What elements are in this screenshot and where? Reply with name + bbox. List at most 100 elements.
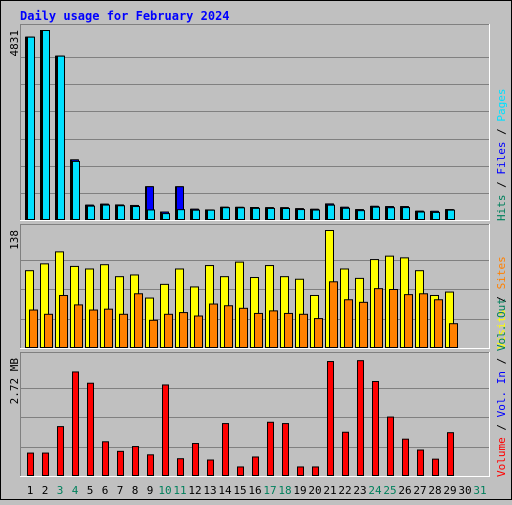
legend-label: Visits (495, 309, 508, 349)
pages-bar (312, 209, 320, 221)
sites-bar (104, 308, 113, 348)
volume-bar (102, 441, 109, 477)
pages-bar (447, 209, 455, 221)
panel-hits-legend: Hits / Files / Pages (495, 89, 508, 222)
volume-bar (207, 459, 214, 477)
volume-bar (42, 452, 49, 476)
pages-bar (177, 209, 185, 220)
day-label: 12 (188, 484, 201, 497)
panel-visits-legend: Visits / Sites (495, 256, 508, 349)
volume-bar (312, 466, 319, 476)
pages-bar (57, 55, 65, 220)
day-label: 24 (368, 484, 382, 497)
volume-bar (237, 466, 244, 476)
day-label: 2 (42, 484, 49, 497)
day-label: 30 (458, 484, 471, 497)
sites-bar (359, 301, 368, 348)
sites-bar (419, 293, 428, 348)
sites-bar (314, 318, 323, 348)
volume-bar (297, 466, 304, 476)
day-label: 25 (383, 484, 396, 497)
volume-bar (417, 449, 424, 477)
day-label: 16 (248, 484, 261, 497)
day-label: 4 (72, 484, 79, 497)
sites-bar (89, 309, 98, 348)
pages-bar (147, 209, 155, 220)
legend-label: / (495, 417, 508, 437)
pages-bar (72, 160, 80, 220)
volume-bar (282, 423, 289, 476)
legend-label: Pages (495, 89, 508, 122)
volume-bar (147, 454, 154, 477)
volume-bar (402, 438, 409, 476)
volume-bar (177, 458, 184, 476)
day-label: 29 (443, 484, 456, 497)
pages-bar (117, 205, 125, 220)
pages-bar (207, 209, 215, 220)
volume-bar (342, 431, 349, 476)
volume-bar (27, 452, 34, 476)
sites-bar (404, 294, 413, 348)
volume-bar (117, 450, 124, 476)
pages-bar (432, 211, 440, 220)
sites-bar (59, 294, 68, 348)
pages-bar (27, 36, 35, 221)
pages-bar (417, 211, 425, 220)
legend-label: / (495, 175, 508, 195)
volume-bar (447, 432, 454, 477)
panel-hits-max-label: 4831 (8, 30, 21, 57)
pages-bar (342, 207, 350, 220)
sites-bar (179, 312, 188, 348)
panel-volume: 2.72 MB Volume / Vol. In / Vol. Out (8, 298, 508, 477)
sites-bar (344, 299, 353, 348)
pages-bar (237, 207, 245, 220)
pages-bar (192, 209, 200, 220)
panel-volume-legend: Volume / Vol. In / Vol. Out (495, 298, 508, 477)
day-label: 19 (293, 484, 306, 497)
day-label: 5 (87, 484, 94, 497)
pages-bar (87, 205, 95, 220)
sites-bar (299, 313, 308, 348)
day-label: 26 (398, 484, 411, 497)
chart-title: Daily usage for February 2024 (20, 9, 230, 23)
sites-bar (239, 307, 248, 348)
day-label: 6 (102, 484, 109, 497)
sites-bar (374, 288, 383, 348)
panel-volume-frame (20, 352, 490, 477)
pages-bar (357, 210, 365, 220)
panel-volume-max-label: 2.72 MB (8, 358, 21, 405)
pages-bar (372, 206, 380, 220)
volume-bar (357, 360, 364, 477)
legend-label: Files (495, 142, 508, 175)
pages-bar (102, 204, 110, 220)
panel-hits-frame (20, 24, 490, 221)
day-label: 3 (57, 484, 64, 497)
day-label: 17 (263, 484, 276, 497)
legend-label: / (495, 289, 508, 309)
sites-bar (329, 281, 338, 349)
pages-bar (252, 207, 260, 220)
day-label: 20 (308, 484, 321, 497)
sites-bar (224, 305, 233, 348)
volume-bar (387, 416, 394, 476)
volume-bar (222, 423, 229, 476)
day-label: 15 (233, 484, 246, 497)
day-label: 9 (147, 484, 154, 497)
volume-bar (57, 426, 64, 476)
sites-bar (254, 312, 263, 348)
pages-bar (132, 206, 140, 220)
pages-bar (387, 207, 395, 221)
legend-label: Hits (495, 195, 508, 222)
sites-bar (44, 313, 53, 348)
pages-bar (267, 207, 275, 220)
day-label: 8 (132, 484, 139, 497)
sites-bar (434, 299, 443, 348)
sites-bar (119, 313, 128, 348)
day-label: 10 (158, 484, 171, 497)
sites-bar (164, 313, 173, 348)
day-label: 18 (278, 484, 291, 497)
sites-bar (209, 303, 218, 348)
day-label: 28 (428, 484, 441, 497)
